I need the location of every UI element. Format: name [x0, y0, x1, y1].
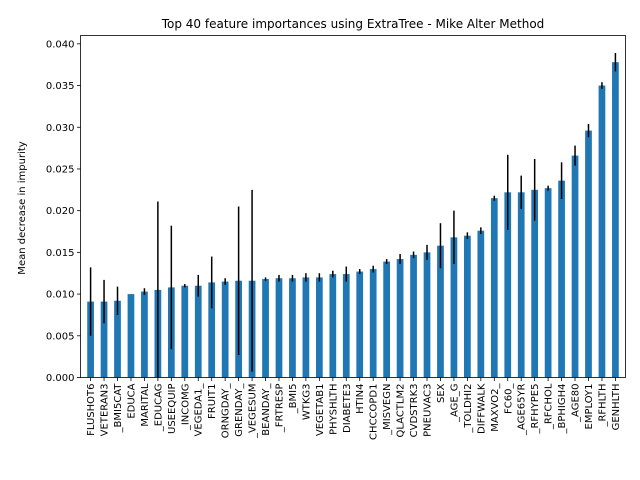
x-tick-label: MAXVO2_ [490, 383, 501, 432]
x-tick-label: _BMI5 [288, 384, 299, 415]
bar-qlactlm2 [396, 259, 404, 378]
bar-_incomg [181, 285, 189, 378]
x-tick-label: _AGE65YR [517, 383, 528, 436]
x-tick-label: VEGETAB1 [315, 384, 326, 437]
bar-vegeda1_ [194, 285, 202, 378]
x-tick-label: QLACTLM2 [396, 384, 407, 438]
x-tick-label: PHYSHLTH [328, 384, 339, 435]
bar-educa [127, 294, 135, 378]
y-tick-label: 0.010 [46, 290, 75, 301]
bar-orngday_ [221, 281, 229, 378]
x-tick-label: GRENDAY_ [234, 383, 245, 437]
x-tick-label: DIABETE3 [342, 384, 353, 433]
bar-cvdstrk3 [410, 254, 417, 378]
x-tick-label: _BPHIGH4 [557, 384, 568, 435]
x-tick-label: SEX [436, 383, 447, 403]
x-tick-label: USEEQUIP [167, 384, 178, 434]
x-ticks-group: FLUSHOT6 VETERAN3 _BMI5CAT EDUCA MARITAL _EDU… [86, 377, 622, 440]
x-tick-label: _RFHLTH [597, 384, 608, 428]
x-tick-label: EMPLOY1 [584, 384, 595, 430]
bar-_age80 [571, 155, 579, 378]
bar-fruit1 [208, 282, 216, 378]
x-tick-label: MARITAL [140, 383, 151, 427]
bar-marital [141, 291, 148, 378]
bar-diffwalk [477, 230, 485, 378]
bar-_frtresp [275, 278, 283, 378]
bar-beanday_ [262, 279, 269, 378]
bar-_bmi5cat [114, 300, 121, 378]
x-tick-label: DIFFWALK [476, 383, 487, 434]
bar-sex [437, 245, 444, 378]
x-tick-label: _EDUCAG [153, 384, 164, 433]
bar-fc60_ [504, 192, 512, 378]
y-ticks-group: 0.000 0.005 0.010 0.015 0.020 0.025 0.030 0.035… [46, 39, 81, 384]
bar-_bmi5 [289, 278, 296, 378]
bar-employ1 [585, 130, 592, 378]
x-tick-label: PNEUVAC3 [423, 384, 434, 437]
x-tick-label: CVDSTRK3 [409, 384, 420, 438]
bar-_toldhi2 [464, 235, 471, 378]
bar-flushot6 [87, 301, 94, 378]
x-tick-label: GENHLTH [611, 384, 622, 431]
bar-_bphigh4 [558, 180, 565, 378]
bar-diabete3 [342, 274, 350, 378]
bar-_misvegn [383, 261, 391, 378]
bar-veteran3 [100, 301, 108, 378]
bar-genhlth [612, 62, 619, 378]
x-tick-label: BEANDAY_ [261, 383, 272, 436]
x-tick-label: VEGEDA1_ [194, 383, 205, 437]
x-tick-label: _VEGESUM [248, 384, 259, 440]
bar-_rfhlth [598, 85, 606, 378]
plot-frame [80, 35, 626, 378]
bar-htin4 [356, 271, 364, 378]
y-tick-label: 0.020 [46, 206, 75, 217]
x-tick-label: CHCCOPD1 [369, 384, 380, 440]
x-tick-label: FC60_ [503, 383, 514, 414]
bar-physhlth [329, 274, 337, 378]
bar-chccopd1 [369, 269, 377, 378]
x-tick-label: _MISVEGN [382, 384, 393, 436]
chart-title: Top 40 feature importances using ExtraTr… [161, 17, 545, 31]
y-tick-label: 0.030 [46, 123, 75, 134]
bar-_rfhype5 [531, 189, 539, 378]
bar-_rfchol [544, 188, 552, 378]
y-tick-label: 0.035 [46, 81, 75, 92]
bar-_age_g [450, 237, 458, 378]
x-tick-label: FLUSHOT6 [86, 384, 97, 436]
y-tick-label: 0.005 [46, 331, 75, 342]
x-tick-label: _AGE80 [571, 384, 582, 423]
y-axis-label: Mean decrease in impurity [17, 141, 28, 274]
x-tick-label: _BMI5CAT [113, 383, 124, 434]
y-tick-label: 0.040 [46, 39, 75, 50]
y-tick-label: 0.000 [46, 373, 75, 384]
x-tick-label: HTIN4 [355, 384, 366, 414]
x-tick-label: _RFHYPE5 [530, 384, 541, 435]
x-tick-label: _INCOMG [180, 384, 191, 432]
bars-group [87, 62, 619, 378]
x-tick-label: _AGE_G [449, 384, 460, 423]
x-tick-label: WTKG3 [301, 384, 312, 421]
x-tick-label: ORNGDAY_ [221, 383, 232, 439]
bar-maxvo2_ [490, 198, 498, 378]
x-tick-label: FRUIT1 [207, 384, 218, 419]
y-tick-label: 0.025 [46, 164, 75, 175]
bar-pneuvac3 [423, 252, 431, 378]
x-tick-label: EDUCA [126, 383, 137, 418]
x-tick-label: _FRTRESP [274, 384, 285, 434]
bar-_age65yr [517, 192, 525, 378]
x-tick-label: _RFCHOL [544, 383, 555, 430]
bar-wtkg3 [302, 277, 310, 378]
bar-vegetab1 [315, 277, 323, 378]
error-bars-group [89, 53, 617, 378]
x-tick-label: VETERAN3 [100, 384, 111, 437]
x-tick-label: _TOLDHI2 [463, 384, 474, 434]
y-tick-label: 0.015 [46, 248, 75, 259]
